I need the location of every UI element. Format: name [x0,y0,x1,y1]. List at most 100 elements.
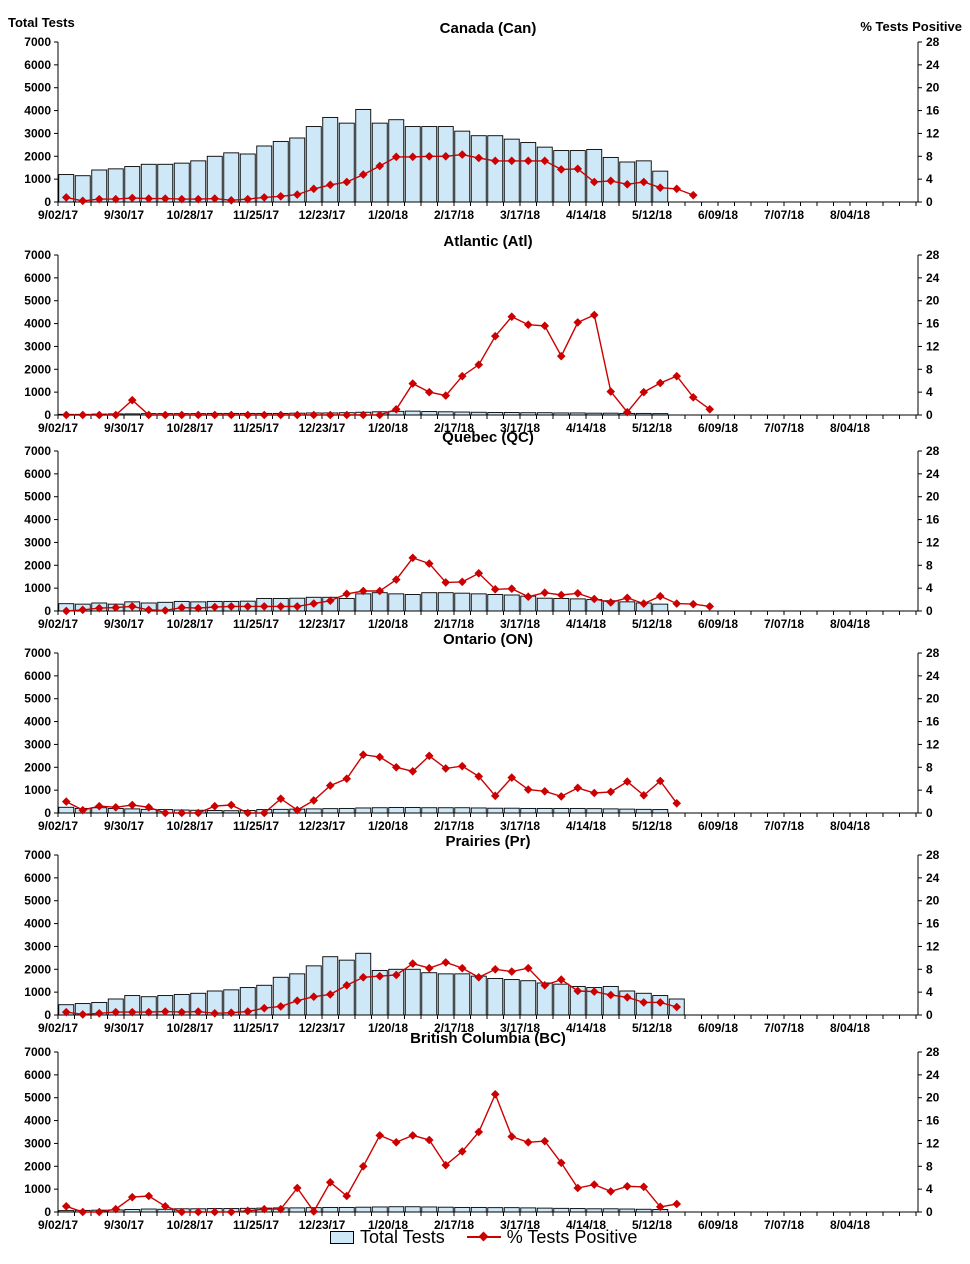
right-tick-label: 24 [926,871,940,885]
right-tick-label: 8 [926,1159,933,1173]
bar [404,1206,421,1213]
bar [619,808,636,814]
right-tick-label: 12 [926,737,940,751]
x-tick-label: 2/17/18 [434,819,474,833]
bar [536,597,553,612]
positive-point [78,605,88,615]
bar [635,808,652,814]
x-tick-label: 9/30/17 [104,1218,144,1232]
positive-point [540,1136,550,1146]
positive-point [177,1007,187,1017]
positive-point [259,410,269,420]
bar [503,1207,520,1213]
positive-point [523,1137,533,1147]
positive-point [111,802,121,812]
positive-point [193,1007,203,1016]
right-tick-label: 24 [926,271,940,285]
x-tick-label: 8/04/18 [830,819,870,833]
left-tick-label: 6000 [24,271,51,285]
positive-point [111,603,121,612]
positive-point [276,1204,286,1214]
bar [553,1207,570,1213]
left-tick-label: 3000 [24,535,51,549]
positive-point [309,184,319,194]
positive-point [507,1132,517,1141]
positive-point [78,196,88,206]
positive-point [342,177,352,187]
right-tick-label: 16 [926,513,940,527]
positive-point [655,183,665,193]
x-tick-label: 8/04/18 [830,617,870,631]
positive-point [325,781,335,790]
positive-point [507,773,517,782]
positive-point [573,164,583,174]
x-tick-label: 10/28/17 [167,617,214,631]
positive-point [342,410,352,420]
positive-point [408,1131,418,1140]
right-tick-label: 12 [926,339,940,353]
positive-point [259,808,269,818]
x-tick-label: 8/04/18 [830,1218,870,1232]
bar [421,807,438,814]
positive-point [243,1206,253,1216]
positive-point [358,972,368,982]
positive-point [573,1183,583,1193]
positive-point [111,410,121,420]
right-tick-label: 8 [926,149,933,163]
left-tick-label: 7000 [24,646,51,660]
positive-point [556,792,566,801]
left-tick-label: 7000 [24,848,51,862]
right-tick-label: 4 [926,783,933,797]
positive-point [622,179,632,189]
positive-point [490,964,500,974]
x-tick-label: 2/17/18 [434,617,474,631]
x-tick-label: 4/14/18 [566,1218,606,1232]
x-tick-label: 12/23/17 [299,1021,346,1035]
bar [338,597,355,612]
positive-point [507,967,517,976]
positive-point [259,193,269,202]
positive-point [606,176,616,186]
positive-point [606,787,616,797]
positive-point [490,156,500,166]
positive-point [160,410,170,420]
positive-point [556,165,566,174]
positive-point [325,180,335,190]
positive-point [540,786,550,796]
x-tick-label: 3/17/18 [500,1218,540,1232]
positive-point [193,808,203,818]
bar [371,1206,388,1213]
positive-point [111,194,121,204]
x-tick-label: 11/25/17 [233,421,279,435]
x-tick-label: 9/02/17 [38,421,78,435]
x-tick-label: 1/20/18 [368,1218,408,1232]
positive-point [474,772,484,781]
x-tick-label: 5/12/18 [632,617,672,631]
positive-point [639,1182,649,1192]
chart-title: Atlantic (Atl) [443,233,532,250]
chart-panel-1: Canada (Can) 0 1000 2000 3000 4000 5000 6000 700… [24,20,939,222]
left-tick-label: 2000 [24,760,51,774]
positive-point [210,1207,220,1217]
bar [602,808,619,814]
positive-point [210,801,220,811]
positive-point [490,331,500,341]
positive-point [424,559,434,568]
right-tick-label: 8 [926,558,933,572]
left-tick-label: 3000 [24,126,51,140]
positive-point [226,602,236,611]
x-tick-label: 9/30/17 [104,1021,144,1035]
positive-point [507,156,517,166]
positive-point [243,194,253,204]
left-tick-label: 6000 [24,669,51,683]
right-tick-label: 28 [926,848,940,862]
positive-point [606,598,616,607]
right-tick-label: 8 [926,362,933,376]
bar [487,807,504,814]
positive-point [127,395,137,405]
positive-point [639,387,649,397]
x-tick-label: 3/17/18 [500,617,540,631]
left-tick-label: 2000 [24,362,51,376]
positive-point [655,378,665,388]
